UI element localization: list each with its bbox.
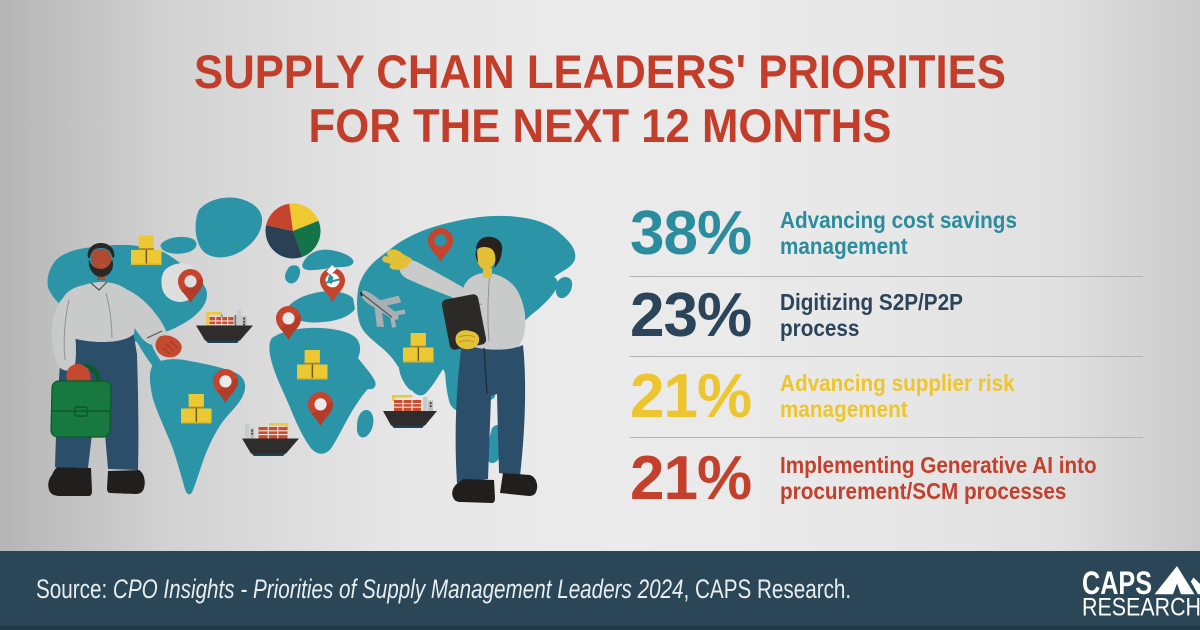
- svg-text:RESEARCH: RESEARCH: [1082, 594, 1200, 622]
- svg-text:CAPS: CAPS: [1082, 565, 1152, 601]
